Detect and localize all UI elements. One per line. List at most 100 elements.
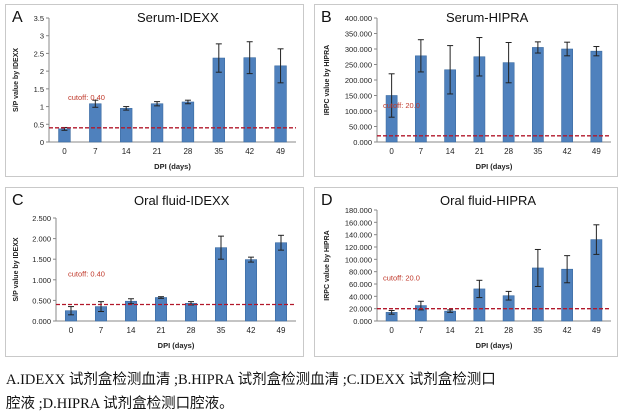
chart-panel-d: D Oral fluid-HIPRA 0.000 20.000 40.000 60.0…: [314, 187, 618, 357]
y-tick-label: 2: [40, 67, 44, 76]
y-tick-label: 140.000: [345, 231, 372, 240]
panel-letter-c: C: [12, 192, 24, 209]
chart-panel-c: C Oral fluid-IDEXX 0.000 0.500 1.000 1.500 2…: [5, 187, 304, 357]
bar: [532, 47, 544, 143]
x-tick-label: 28: [504, 326, 513, 335]
y-axis-label: S/P value by IDEXX: [13, 237, 20, 301]
y-axis-label: S/P value by IDEXX: [13, 48, 20, 112]
cutoff-label: cutoff: 20.0: [383, 101, 420, 110]
x-tick-label: 49: [592, 147, 601, 156]
y-tick-label: 0: [40, 138, 44, 147]
y-tick-label: 2.5: [34, 49, 44, 58]
panel-letter-b: B: [321, 9, 332, 26]
y-tick-label: 80.000: [349, 268, 372, 277]
x-tick-label: 7: [419, 326, 424, 335]
bar: [155, 297, 168, 322]
panel-letter-d: D: [321, 192, 333, 209]
y-tick-label: 350.000: [345, 30, 372, 39]
chart-panel-a: A Serum-IDEXX 0 0.5 1 1.5 2 2.5 3 3.5 0 7 14 21 28 35…: [5, 4, 304, 177]
y-tick-label: 2.500: [32, 214, 51, 223]
x-tick-label: 28: [183, 147, 192, 156]
bar: [245, 259, 258, 322]
chart-title-c: Oral fluid-IDEXX: [134, 193, 230, 208]
bar: [274, 242, 287, 322]
y-tick-label: 40.000: [349, 292, 372, 301]
x-tick-label: 28: [504, 147, 513, 156]
x-tick-label: 42: [245, 147, 254, 156]
y-tick-label: 3: [40, 32, 44, 41]
y-tick-label: 0.000: [353, 317, 372, 326]
x-tick-label: 28: [187, 326, 196, 335]
x-axis-label: DPI (days): [154, 162, 191, 171]
y-tick-label: 0.5: [34, 120, 44, 129]
x-tick-label: 21: [475, 326, 484, 335]
x-tick-label: 0: [62, 147, 67, 156]
y-tick-label: 60.000: [349, 280, 372, 289]
x-tick-label: 49: [276, 147, 285, 156]
figure-caption: A.IDEXX 试剂盒检测血清 ;B.HIPRA 试剂盒检测血清 ;C.IDEX…: [6, 368, 618, 416]
y-tick-label: 0.500: [32, 296, 51, 305]
chart-svg-a: 0 0.5 1 1.5 2 2.5 3 3.5 0 7 14 21 28 35 42 49 cutoff: 0.…: [13, 14, 296, 171]
bar: [120, 108, 133, 143]
x-tick-label: 14: [127, 326, 136, 335]
panel-letter-a: A: [12, 9, 23, 26]
y-tick-label: 120.000: [345, 243, 372, 252]
x-tick-label: 14: [446, 326, 455, 335]
x-tick-label: 42: [247, 326, 256, 335]
y-tick-label: 180.000: [345, 206, 372, 215]
x-tick-label: 7: [99, 326, 104, 335]
x-tick-label: 49: [277, 326, 286, 335]
y-axis-label: IRPC value by HIPRA: [324, 45, 331, 115]
x-tick-label: 14: [446, 147, 455, 156]
x-axis-label: DPI (days): [158, 341, 195, 350]
y-tick-label: 100.000: [345, 255, 372, 264]
x-tick-label: 21: [157, 326, 166, 335]
chart-panel-b: B Serum-HIPRA 0.000 50.000 100.000 150.000 2…: [314, 4, 618, 177]
cutoff-label: cutoff: 0.40: [68, 93, 105, 102]
y-tick-label: 3.5: [34, 14, 44, 23]
y-tick-label: 150.000: [345, 92, 372, 101]
bar: [58, 128, 71, 143]
y-tick-label: 160.000: [345, 218, 372, 227]
y-tick-label: 200.000: [345, 76, 372, 85]
x-tick-label: 0: [389, 147, 394, 156]
bar: [150, 103, 164, 143]
y-tick-label: 50.000: [349, 123, 372, 132]
y-axis-label: IRPC value by HIPRA: [324, 230, 331, 300]
chart-title-d: Oral fluid-HIPRA: [440, 193, 537, 208]
x-tick-label: 0: [389, 326, 394, 335]
x-tick-label: 42: [563, 326, 572, 335]
bar: [590, 50, 603, 143]
bar: [185, 302, 198, 322]
x-tick-label: 0: [69, 326, 74, 335]
y-tick-label: 0.000: [353, 138, 372, 147]
caption-line-1: A.IDEXX 试剂盒检测血清 ;B.HIPRA 试剂盒检测血清 ;C.IDEX…: [6, 372, 496, 388]
cutoff-label: cutoff: 20.0: [383, 274, 420, 283]
y-tick-label: 300.000: [345, 45, 372, 54]
x-tick-label: 35: [214, 147, 223, 156]
x-axis-label: DPI (days): [476, 341, 513, 350]
y-tick-label: 1.500: [32, 255, 51, 264]
y-tick-label: 250.000: [345, 61, 372, 70]
y-tick-label: 400.000: [345, 14, 372, 23]
y-tick-label: 20.000: [349, 305, 372, 314]
y-tick-label: 0.000: [32, 317, 51, 326]
chart-title-a: Serum-IDEXX: [137, 10, 219, 25]
x-tick-label: 21: [475, 147, 484, 156]
x-tick-label: 7: [419, 147, 424, 156]
x-axis-label: DPI (days): [476, 162, 513, 171]
x-tick-label: 35: [533, 326, 542, 335]
x-tick-label: 21: [153, 147, 162, 156]
chart-svg-c: 0.000 0.500 1.000 1.500 2.000 2.500 0 7 14 21 28 35…: [13, 214, 296, 350]
chart-svg-d: 0.000 20.000 40.000 60.000 80.000 100.000 120.…: [324, 206, 611, 350]
x-tick-label: 35: [217, 326, 226, 335]
y-tick-label: 1.5: [34, 85, 44, 94]
bar: [89, 103, 102, 143]
y-tick-label: 100.000: [345, 107, 372, 116]
bar: [561, 48, 573, 143]
y-tick-label: 2.000: [32, 235, 51, 244]
y-tick-label: 1.000: [32, 276, 51, 285]
x-tick-label: 7: [93, 147, 98, 156]
x-tick-label: 42: [563, 147, 572, 156]
bar: [181, 101, 195, 143]
